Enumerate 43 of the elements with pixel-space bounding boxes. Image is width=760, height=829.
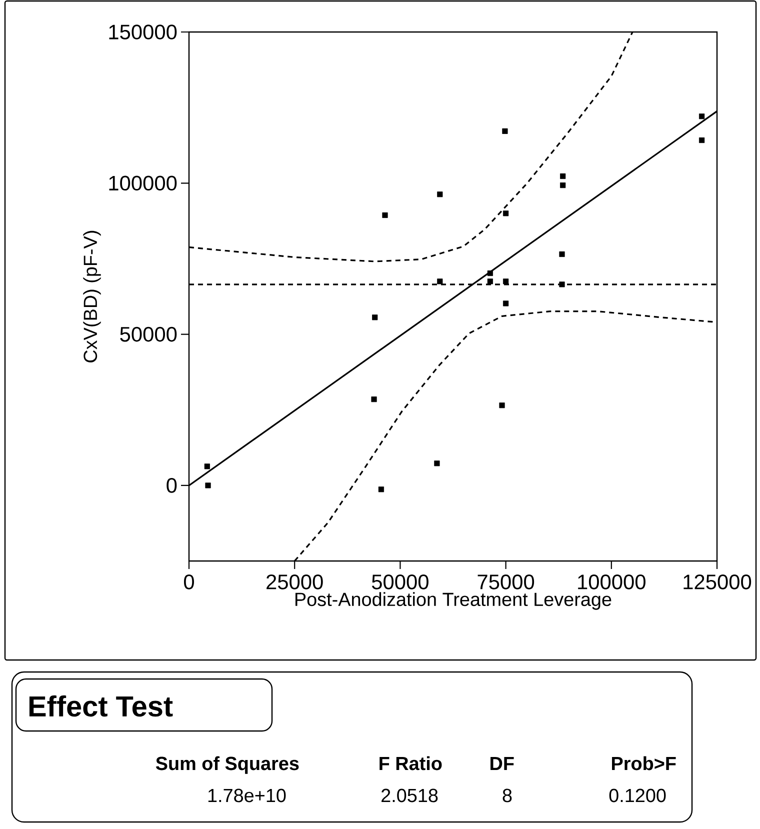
point — [437, 192, 443, 198]
x-axis-title: Post-Anodization Treatment Leverage — [295, 592, 612, 610]
point — [205, 482, 211, 488]
y-tick-label: 100000 — [109, 176, 177, 191]
x-tick-label: 25000 — [266, 574, 323, 590]
y-tick-label: 150000 — [109, 24, 177, 40]
text: F Ratio — [380, 756, 442, 770]
text: Sum of Squares — [156, 756, 299, 774]
x-tick-label: 75000 — [478, 574, 534, 590]
point — [699, 137, 705, 144]
point — [699, 114, 705, 120]
point — [437, 278, 443, 284]
x-tick-label: 0 — [184, 574, 194, 590]
point — [559, 282, 565, 288]
point — [503, 210, 509, 216]
y-axis-title: CxV(BD) (pF-V) — [83, 230, 101, 362]
text: Effect Test — [29, 695, 173, 717]
point — [559, 251, 565, 257]
point — [371, 396, 377, 402]
point — [502, 128, 508, 134]
y-tick-label: 50000 — [120, 326, 177, 342]
text: 8 — [502, 788, 512, 802]
point — [204, 464, 210, 470]
point — [487, 278, 493, 284]
x-tick-label: 100000 — [578, 574, 646, 590]
point — [499, 402, 505, 408]
point — [560, 182, 566, 188]
x-tick-label: 125000 — [684, 574, 752, 590]
text: 1.78e+10 — [208, 788, 286, 802]
y-tick-label: 0 — [166, 478, 177, 493]
point — [378, 486, 384, 492]
point — [434, 460, 440, 466]
text: 0.1200 — [609, 788, 666, 802]
text: 2.0518 — [382, 788, 438, 802]
point — [382, 212, 388, 218]
text: DF — [490, 756, 514, 770]
x-tick-label: 50000 — [372, 574, 428, 590]
point — [560, 173, 566, 179]
point — [503, 300, 509, 306]
point — [487, 270, 493, 276]
point — [372, 314, 378, 320]
text: Prob>F — [612, 756, 676, 770]
point — [503, 278, 509, 284]
